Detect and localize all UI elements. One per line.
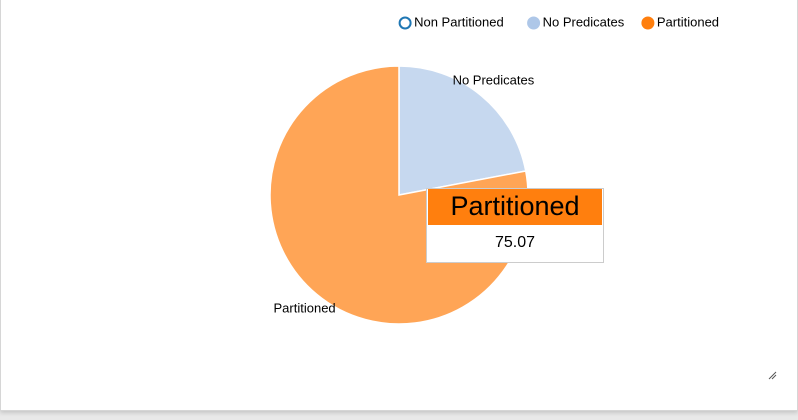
- legend-marker[interactable]: [398, 16, 412, 30]
- legend-label[interactable]: Non Partitioned: [414, 14, 504, 29]
- slice-label: Partitioned: [274, 300, 336, 315]
- slice-label: No Predicates: [453, 72, 535, 87]
- legend-marker[interactable]: [527, 16, 541, 30]
- chart: Non Partitioned No Predicates Partitioned …: [269, 14, 777, 380]
- pie-slice[interactable]: [398, 65, 527, 196]
- tooltip-value: 75.07: [494, 234, 536, 251]
- tooltip-title: Partitioned: [428, 189, 602, 225]
- legend-marker[interactable]: [641, 16, 655, 30]
- tooltip: Partitioned 75.07: [426, 188, 604, 263]
- legend-label[interactable]: No Predicates: [543, 14, 625, 29]
- resize-handle[interactable]: [768, 371, 777, 380]
- chart-card: Non Partitioned No Predicates Partitioned …: [0, 0, 798, 411]
- legend: Non Partitioned No Predicates Partitioned: [398, 14, 719, 30]
- legend-label[interactable]: Partitioned: [657, 14, 719, 29]
